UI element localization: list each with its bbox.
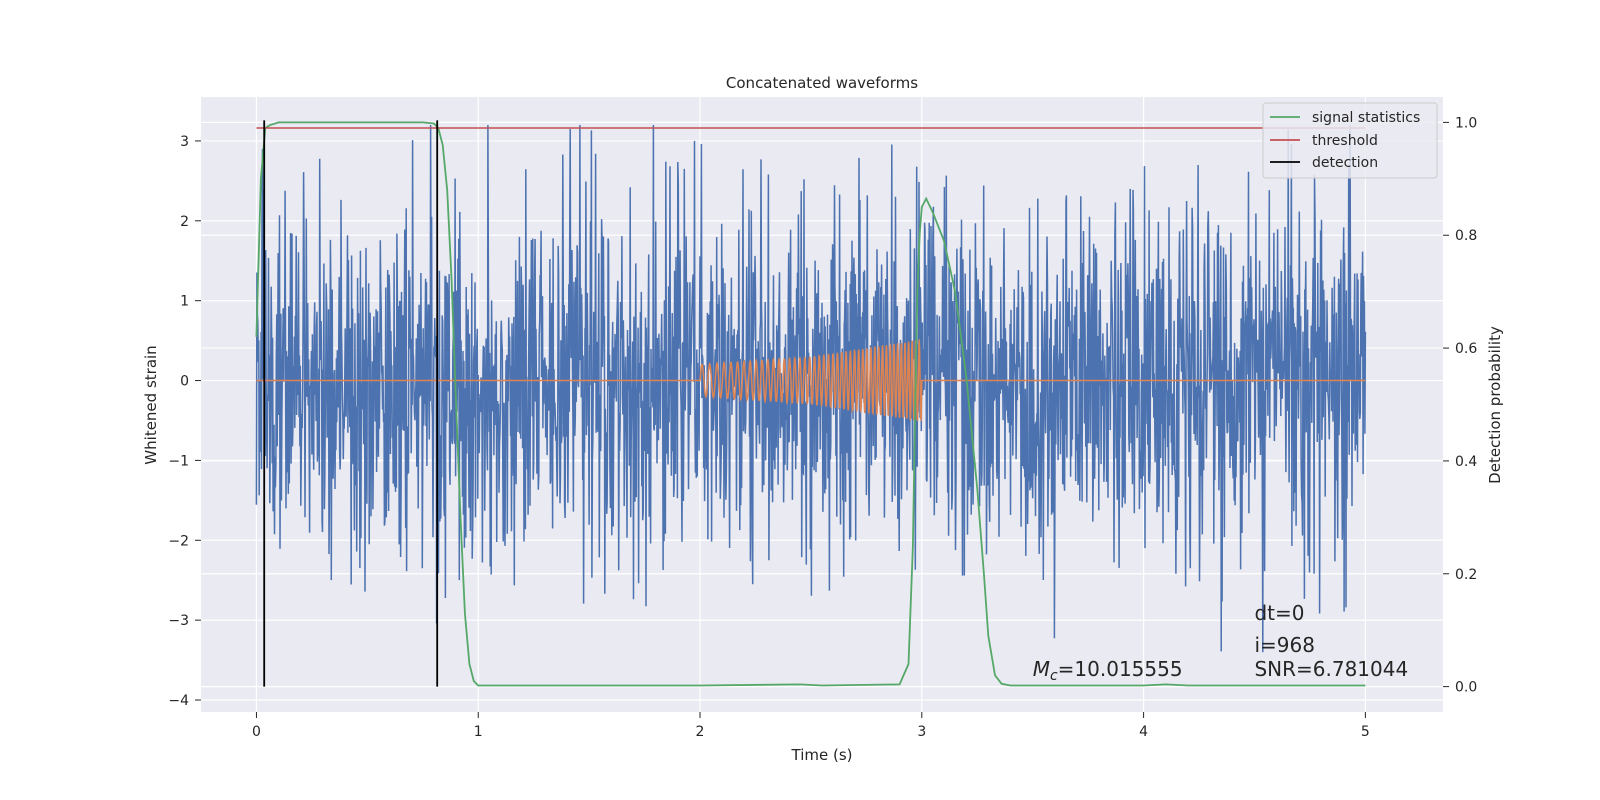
y-left-tick-label: 2 (180, 214, 189, 230)
y-left-tick-label: 3 (180, 134, 189, 150)
x-tick-label: 2 (696, 724, 705, 740)
annotation-index: i=968 (1254, 633, 1315, 657)
chart-title: Concatenated waveforms (726, 74, 918, 92)
x-tick-label: 3 (917, 724, 926, 740)
y-right-tick-label: 0.4 (1455, 454, 1477, 470)
annotation-chirp-mass: Mc=10.015555 (1033, 657, 1183, 684)
y-left-tick-label: −2 (168, 533, 189, 549)
y-right-tick-label: 0.0 (1455, 680, 1477, 696)
annotations: dt=0 i=968 SNR=6.781044 Mc=10.015555 (1033, 601, 1409, 684)
x-tick-label: 0 (252, 724, 261, 740)
y-left-tick-label: −3 (168, 613, 189, 629)
legend: signal statistics threshold detection (1262, 102, 1438, 179)
y-right-tick-label: 0.8 (1455, 228, 1477, 244)
template-series-line (256, 339, 1366, 422)
x-tick-label: 5 (1361, 724, 1370, 740)
y-left-tick-label: 0 (180, 374, 189, 390)
detection-lines (263, 120, 439, 687)
y-right-tick-label: 1.0 (1455, 115, 1477, 131)
y-right-tick-label: 0.6 (1455, 341, 1477, 357)
y-left-tick-label: −4 (168, 693, 189, 709)
annotation-snr: SNR=6.781044 (1254, 657, 1408, 681)
y-left-tick-label: 1 (180, 294, 189, 310)
chirp-mass-value: =10.015555 (1058, 657, 1183, 681)
signal-statistics-line (255, 121, 1366, 687)
y-right-axis-label: Detection probability (1486, 326, 1504, 484)
legend-label-threshold: threshold (1312, 133, 1378, 149)
x-tick-label: 4 (1139, 724, 1148, 740)
chirp-mass-subscript: c (1050, 668, 1058, 684)
y-left-tick-label: −1 (168, 453, 189, 469)
chirp-mass-symbol: M (1033, 657, 1050, 681)
legend-box (1262, 102, 1438, 179)
x-tick-label: 1 (474, 724, 483, 740)
y-left-axis-label: Whitened strain (142, 345, 160, 464)
x-axis-label: Time (s) (791, 746, 853, 764)
annotation-dt: dt=0 (1254, 601, 1304, 625)
legend-label-signal-statistics: signal statistics (1312, 110, 1420, 126)
legend-label-detection: detection (1312, 155, 1378, 171)
strain-series-line (255, 124, 1367, 653)
axis-ticks: 0 1 2 3 4 5 −4 −3 −2 −1 0 1 2 3 0.0 0.2 0.4 0.6 0.8 1.0 (168, 115, 1477, 740)
y-right-tick-label: 0.2 (1455, 567, 1477, 583)
